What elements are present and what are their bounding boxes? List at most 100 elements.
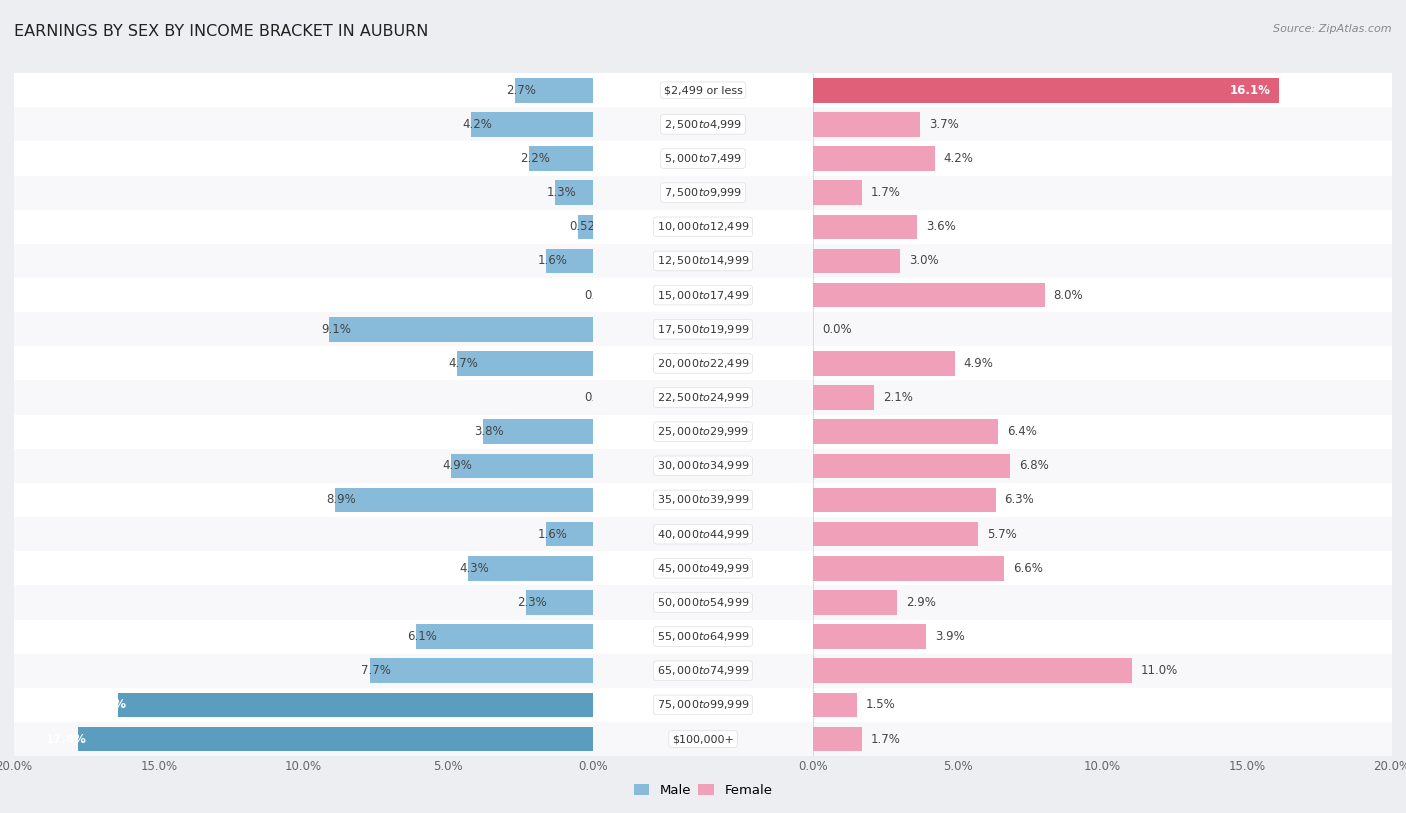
Bar <box>578 215 593 239</box>
Text: 11.0%: 11.0% <box>1140 664 1177 677</box>
Bar <box>14 210 593 244</box>
Bar <box>14 517 593 551</box>
Text: $45,000 to $49,999: $45,000 to $49,999 <box>657 562 749 575</box>
Bar <box>416 624 593 649</box>
Bar <box>813 244 1392 278</box>
Text: 0.0%: 0.0% <box>583 391 613 404</box>
Text: 8.9%: 8.9% <box>326 493 356 506</box>
Bar <box>526 590 593 615</box>
Text: $35,000 to $39,999: $35,000 to $39,999 <box>657 493 749 506</box>
Bar <box>451 454 593 478</box>
Bar <box>370 659 593 683</box>
Text: 2.2%: 2.2% <box>520 152 550 165</box>
Text: $7,500 to $9,999: $7,500 to $9,999 <box>664 186 742 199</box>
Text: 6.8%: 6.8% <box>1019 459 1049 472</box>
Text: 0.0%: 0.0% <box>583 289 613 302</box>
Bar <box>813 385 875 410</box>
Bar <box>14 620 593 654</box>
Bar <box>593 346 813 380</box>
Text: EARNINGS BY SEX BY INCOME BRACKET IN AUBURN: EARNINGS BY SEX BY INCOME BRACKET IN AUB… <box>14 24 429 39</box>
Bar <box>813 693 856 717</box>
Bar <box>14 415 593 449</box>
Bar <box>813 346 1392 380</box>
Text: 4.3%: 4.3% <box>460 562 489 575</box>
Bar <box>813 73 1392 107</box>
Bar <box>813 483 1392 517</box>
Bar <box>14 688 593 722</box>
Text: 1.3%: 1.3% <box>547 186 576 199</box>
Text: 1.7%: 1.7% <box>872 733 901 746</box>
Text: $22,500 to $24,999: $22,500 to $24,999 <box>657 391 749 404</box>
Bar <box>813 215 917 239</box>
Text: $50,000 to $54,999: $50,000 to $54,999 <box>657 596 749 609</box>
Bar <box>813 551 1392 585</box>
Bar <box>14 141 593 176</box>
Bar <box>14 278 593 312</box>
Bar <box>813 351 955 376</box>
Bar <box>118 693 593 717</box>
Bar <box>813 488 995 512</box>
Bar <box>14 244 593 278</box>
Bar <box>14 449 593 483</box>
Bar <box>813 517 1392 551</box>
Bar <box>813 78 1279 102</box>
Bar <box>482 420 593 444</box>
Text: 4.9%: 4.9% <box>443 459 472 472</box>
Bar <box>14 380 593 415</box>
Bar <box>813 249 900 273</box>
Bar <box>813 180 862 205</box>
Bar <box>515 78 593 102</box>
Text: $12,500 to $14,999: $12,500 to $14,999 <box>657 254 749 267</box>
Bar <box>813 449 1392 483</box>
Bar <box>593 176 813 210</box>
Text: 1.7%: 1.7% <box>872 186 901 199</box>
Bar <box>813 312 1392 346</box>
Text: 1.6%: 1.6% <box>537 254 568 267</box>
Bar <box>813 112 921 137</box>
Bar <box>14 551 593 585</box>
Bar <box>813 688 1392 722</box>
Bar <box>813 659 1132 683</box>
Bar <box>547 522 593 546</box>
Bar <box>593 210 813 244</box>
Text: $30,000 to $34,999: $30,000 to $34,999 <box>657 459 749 472</box>
Text: 16.1%: 16.1% <box>1229 84 1271 97</box>
Text: 4.2%: 4.2% <box>463 118 492 131</box>
Bar <box>813 727 862 751</box>
Bar <box>593 585 813 620</box>
Bar <box>593 654 813 688</box>
Text: 6.3%: 6.3% <box>1004 493 1033 506</box>
Bar <box>813 420 998 444</box>
Bar <box>813 278 1392 312</box>
Text: 16.4%: 16.4% <box>86 698 127 711</box>
Bar <box>813 210 1392 244</box>
Bar <box>593 688 813 722</box>
Text: 6.4%: 6.4% <box>1007 425 1038 438</box>
Bar <box>555 180 593 205</box>
Text: $65,000 to $74,999: $65,000 to $74,999 <box>657 664 749 677</box>
Bar <box>813 107 1392 141</box>
Bar <box>813 141 1392 176</box>
Bar <box>593 415 813 449</box>
Text: $20,000 to $22,499: $20,000 to $22,499 <box>657 357 749 370</box>
Bar <box>813 380 1392 415</box>
Bar <box>457 351 593 376</box>
Text: 4.2%: 4.2% <box>943 152 973 165</box>
Bar <box>593 244 813 278</box>
Bar <box>813 624 927 649</box>
Text: 3.0%: 3.0% <box>908 254 938 267</box>
Text: 2.9%: 2.9% <box>905 596 936 609</box>
Bar <box>593 722 813 756</box>
Bar <box>813 654 1392 688</box>
Text: $2,499 or less: $2,499 or less <box>664 85 742 95</box>
Bar <box>813 283 1045 307</box>
Bar <box>813 620 1392 654</box>
Text: 4.9%: 4.9% <box>963 357 994 370</box>
Bar <box>813 556 1004 580</box>
Text: 17.8%: 17.8% <box>45 733 86 746</box>
Text: 9.1%: 9.1% <box>321 323 350 336</box>
Text: $17,500 to $19,999: $17,500 to $19,999 <box>657 323 749 336</box>
Text: 2.1%: 2.1% <box>883 391 912 404</box>
Bar <box>813 176 1392 210</box>
Text: 8.0%: 8.0% <box>1053 289 1083 302</box>
